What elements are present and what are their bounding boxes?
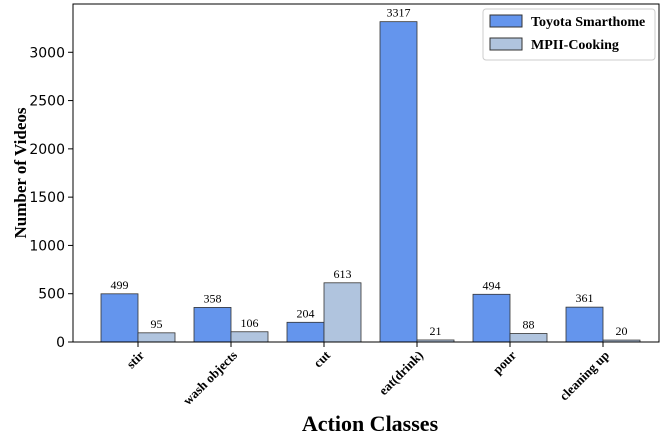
bar-toyota-smarthome-stir xyxy=(100,293,139,343)
bar-mpii-cooking-stir xyxy=(137,332,176,343)
x-tick-label-cut: cut xyxy=(310,347,333,370)
data-label-mpii-cooking-cleaning-up: 20 xyxy=(616,324,628,338)
legend-swatch-mpii-cooking xyxy=(489,37,523,51)
data-labels-layer: 499 95 358 106 204 613 3317 21 494 88 361 20 xyxy=(111,6,628,338)
plot-frame xyxy=(72,3,660,343)
y-tick-label: 2500 xyxy=(29,94,65,110)
y-tick-label: 1000 xyxy=(29,238,65,254)
data-label-toyota-smarthome-cut: 204 xyxy=(297,306,315,320)
legend-label-toyota-smarthome: Toyota Smarthome xyxy=(531,15,645,30)
y-tick-label: 0 xyxy=(56,335,65,351)
x-tick-label-stir: stir xyxy=(123,347,147,371)
y-axis-title: Number of Videos xyxy=(11,107,30,238)
bar-toyota-smarthome-cut xyxy=(286,321,325,343)
legend-frame xyxy=(482,8,656,61)
data-label-mpii-cooking-cut: 613 xyxy=(334,267,352,281)
data-label-toyota-smarthome-cleaning-up: 361 xyxy=(576,291,594,305)
data-label-toyota-smarthome-stir: 499 xyxy=(111,278,129,292)
y-tick-label: 2000 xyxy=(29,142,65,158)
bar-mpii-cooking-cut xyxy=(323,282,362,343)
x-tick-label-pour: pour xyxy=(490,347,520,377)
bar-toyota-smarthome-pour xyxy=(472,293,511,343)
bar-toyota-smarthome-cleaning-up xyxy=(565,306,604,343)
x-axis-title: Action Classes xyxy=(302,411,439,436)
data-label-mpii-cooking-eat-drink: 21 xyxy=(430,324,442,338)
data-label-toyota-smarthome-pour: 494 xyxy=(483,278,501,292)
legend: Toyota Smarthome MPII-Cooking xyxy=(482,8,656,61)
data-label-mpii-cooking-pour: 88 xyxy=(523,318,535,332)
bar-toyota-smarthome-wash-objects xyxy=(193,307,232,343)
data-label-toyota-smarthome-wash-objects: 358 xyxy=(204,291,222,305)
data-label-mpii-cooking-stir: 95 xyxy=(151,317,163,331)
bar-mpii-cooking-wash-objects xyxy=(230,331,269,343)
x-tick-label-eat-drink: eat(drink) xyxy=(376,348,426,398)
x-tick-label-wash-objects: wash objects xyxy=(180,348,240,408)
bar-toyota-smarthome-eat-drink xyxy=(379,21,418,343)
y-axis: 0 500 1000 1500 2000 2500 3000 xyxy=(29,45,73,351)
y-tick-label: 1500 xyxy=(29,190,65,206)
y-tick-label: 500 xyxy=(38,287,65,303)
data-label-mpii-cooking-wash-objects: 106 xyxy=(241,316,259,330)
y-tick-label: 3000 xyxy=(29,45,65,61)
x-tick-label-cleaning-up: cleaning up xyxy=(556,348,612,404)
x-axis: stir wash objects cut eat(drink) pour cleanin… xyxy=(123,342,612,408)
legend-label-mpii-cooking: MPII-Cooking xyxy=(531,38,619,53)
bars-layer xyxy=(100,21,641,343)
data-label-toyota-smarthome-eat-drink: 3317 xyxy=(387,6,411,20)
legend-swatch-toyota-smarthome xyxy=(489,14,523,28)
bar-mpii-cooking-pour xyxy=(509,333,548,343)
